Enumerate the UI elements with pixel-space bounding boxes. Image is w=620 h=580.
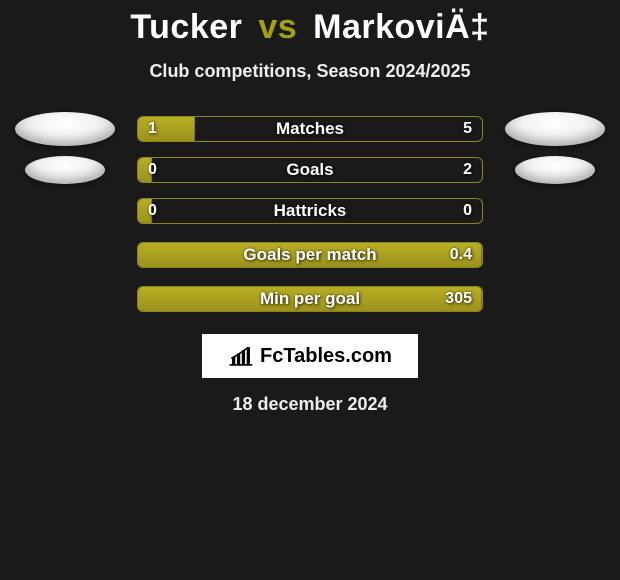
value-right: 0 xyxy=(463,199,472,223)
left-medal xyxy=(15,238,115,272)
left-medal xyxy=(25,156,105,184)
stat-row-min_per_goal: Min per goal305 xyxy=(0,282,620,316)
subtitle: Club competitions, Season 2024/2025 xyxy=(0,61,620,82)
date-label: 18 december 2024 xyxy=(0,394,620,415)
stat-label: Matches xyxy=(138,117,482,141)
stat-label: Hattricks xyxy=(138,199,482,223)
value-right: 305 xyxy=(445,287,472,311)
medal-icon xyxy=(25,156,105,184)
stat-bar-goals: 0Goals2 xyxy=(137,157,483,183)
right-medal xyxy=(505,194,605,228)
stat-row-hattricks: 0Hattricks0 xyxy=(0,194,620,228)
page-title: Tucker vs MarkoviÄ‡ xyxy=(0,8,620,47)
brand-text: FcTables.com xyxy=(260,345,392,368)
medal-icon xyxy=(515,156,595,184)
left-medal xyxy=(15,194,115,228)
stat-label: Goals per match xyxy=(138,243,482,267)
stat-bar-matches: 1Matches5 xyxy=(137,116,483,142)
left-medal xyxy=(15,112,115,146)
stat-row-matches: 1Matches5 xyxy=(0,112,620,146)
stats-list: 1Matches50Goals20Hattricks0Goals per mat… xyxy=(0,112,620,316)
title-player1: Tucker xyxy=(130,8,242,46)
medal-icon xyxy=(505,112,605,146)
stat-label: Min per goal xyxy=(138,287,482,311)
right-medal xyxy=(505,238,605,272)
left-medal xyxy=(15,282,115,316)
value-right: 0.4 xyxy=(450,243,472,267)
brand-badge[interactable]: FcTables.com xyxy=(202,334,418,378)
title-vs: vs xyxy=(252,8,303,46)
value-right: 2 xyxy=(463,158,472,182)
stat-bar-hattricks: 0Hattricks0 xyxy=(137,198,483,224)
comparison-card: Tucker vs MarkoviÄ‡ Club competitions, S… xyxy=(0,0,620,415)
right-medal xyxy=(515,156,595,184)
right-medal xyxy=(505,112,605,146)
stat-row-goals: 0Goals2 xyxy=(0,156,620,184)
medal-icon xyxy=(15,112,115,146)
title-player2: MarkoviÄ‡ xyxy=(313,8,489,46)
stat-row-goals_per_match: Goals per match0.4 xyxy=(0,238,620,272)
stat-bar-goals_per_match: Goals per match0.4 xyxy=(137,242,483,268)
stat-bar-min_per_goal: Min per goal305 xyxy=(137,286,483,312)
bar-chart-icon xyxy=(228,345,254,367)
value-right: 5 xyxy=(463,117,472,141)
right-medal xyxy=(505,282,605,316)
stat-label: Goals xyxy=(138,158,482,182)
